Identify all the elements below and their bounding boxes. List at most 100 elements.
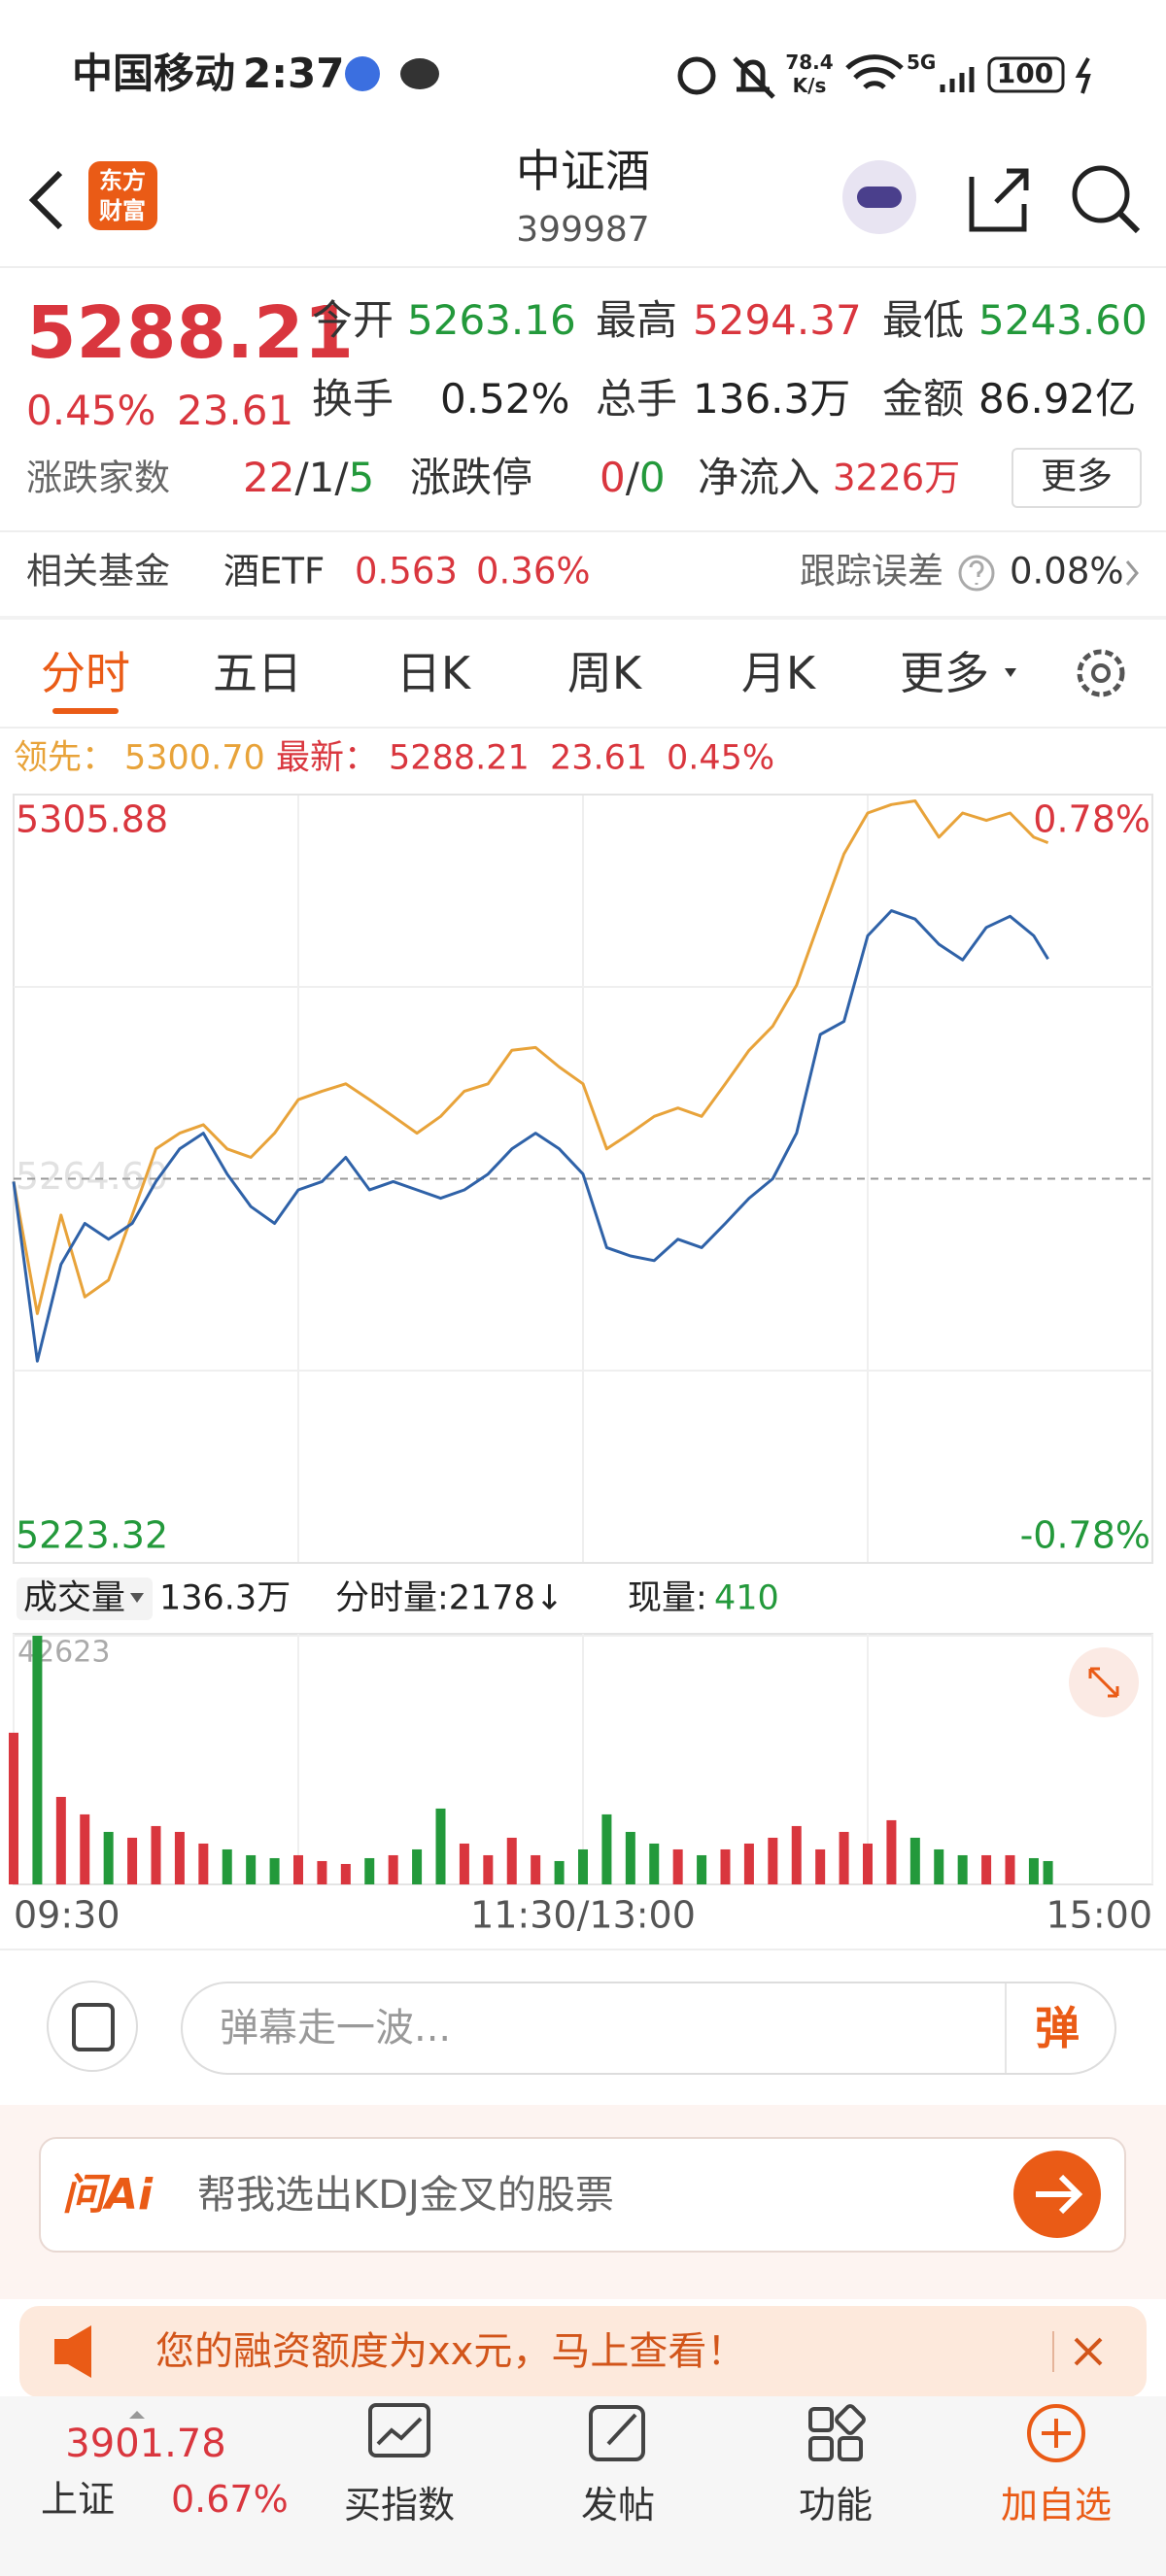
more-button[interactable] — [1012, 448, 1142, 508]
volume-chart-frame — [13, 1633, 1153, 1885]
y2-tick-label: -0.78% — [1020, 1514, 1150, 1557]
current-volume-label: 现量: — [628, 1578, 707, 1618]
chat-icon — [400, 58, 439, 89]
index-value[interactable]: 3901.78 — [65, 2422, 226, 2466]
volume-bar — [317, 1860, 327, 1884]
divider — [0, 530, 1166, 532]
separator: / — [294, 454, 309, 501]
stat-label: 最高 — [596, 296, 678, 344]
tab[interactable]: 五日 — [213, 647, 302, 699]
y-tick-label: 5305.88 — [16, 798, 168, 841]
volume-bar — [506, 1837, 517, 1884]
bottom-nav — [0, 2396, 1166, 2576]
network-type: 5G — [907, 51, 937, 74]
back-button[interactable] — [28, 170, 63, 230]
more-button-label: 更多 — [1041, 455, 1113, 497]
signal-icon — [940, 67, 975, 92]
ai-send[interactable] — [1013, 2151, 1101, 2238]
volume-bar — [80, 1813, 90, 1884]
battery-level: 100 — [996, 57, 1054, 89]
mute-icon — [733, 56, 775, 99]
volume-bar — [483, 1854, 494, 1884]
carrier: 中国移动 — [72, 50, 236, 97]
change: 23.61 — [177, 387, 294, 434]
comment-icon[interactable] — [47, 1981, 138, 2072]
volume-bar — [293, 1854, 303, 1884]
volume-bar — [531, 1854, 541, 1884]
share-button[interactable] — [969, 168, 1029, 232]
robot-avatar[interactable] — [842, 160, 916, 234]
volume-total: 136.3万 — [159, 1578, 292, 1618]
status-icons — [345, 54, 1091, 99]
dropdown-arrow — [1005, 668, 1016, 677]
divider — [0, 727, 1166, 729]
x-tick-label: 09:30 — [14, 1894, 120, 1937]
stat-label: 换手 — [312, 375, 394, 423]
volume-bar — [957, 1854, 968, 1884]
nav-item[interactable]: 功能 — [798, 2484, 874, 2526]
index-name: 上证 — [41, 2478, 116, 2521]
y-tick-label: 5264.60 — [16, 1155, 168, 1198]
tab[interactable]: 周K — [566, 647, 642, 699]
danmaku-button[interactable]: 弹 — [1035, 2002, 1080, 2054]
fund-price: 0.563 — [355, 550, 458, 593]
volume-bar — [222, 1848, 232, 1884]
volume-selector[interactable] — [17, 1577, 153, 1620]
index-pct: 0.67% — [171, 2478, 289, 2521]
net-speed-unit: K/s — [792, 74, 827, 97]
nav-item[interactable]: 加自选 — [1000, 2484, 1113, 2526]
volume-bar — [743, 1843, 754, 1884]
price-line — [12, 909, 1049, 1363]
settings-center — [1091, 663, 1111, 683]
tab[interactable]: 日K — [395, 647, 471, 699]
tab[interactable]: 月K — [740, 647, 816, 699]
finance-banner[interactable] — [19, 2306, 1147, 2397]
expand-button[interactable] — [1069, 1647, 1139, 1717]
volume-bar — [601, 1813, 612, 1884]
fund-name[interactable]: 酒ETF — [223, 550, 326, 593]
divider — [0, 1949, 1166, 1950]
stat-value: 0.52% — [440, 375, 570, 423]
nav-item[interactable]: 发帖 — [580, 2484, 656, 2526]
volume-bar — [435, 1808, 446, 1884]
volume-bar — [269, 1857, 280, 1884]
wifi-icon — [845, 54, 904, 89]
volume-bar — [127, 1837, 138, 1884]
volume-bar — [909, 1837, 920, 1884]
fund-label: 相关基金 — [26, 550, 170, 593]
comment-input[interactable] — [181, 1982, 1116, 2075]
nav-item[interactable]: 买指数 — [343, 2484, 456, 2526]
limit: 0/0 — [600, 458, 666, 498]
divider — [1052, 2331, 1054, 2372]
tab[interactable]: 更多 — [900, 647, 989, 699]
volume-bar — [198, 1843, 209, 1884]
limit-up: 0 — [600, 454, 626, 501]
search-button[interactable] — [1072, 165, 1130, 223]
change-pct: 0.45% — [26, 387, 156, 434]
volume-bar — [1028, 1857, 1039, 1884]
volume-bar — [246, 1854, 257, 1884]
lead-label: 领先： — [14, 738, 117, 778]
x-tick-label: 15:00 — [1046, 1894, 1152, 1937]
help-icon[interactable] — [958, 555, 995, 592]
volume-bar — [1005, 1854, 1015, 1884]
separator: / — [334, 454, 349, 501]
volume-bar — [649, 1843, 660, 1884]
volume-bar — [720, 1848, 731, 1884]
volume-bar — [934, 1848, 944, 1884]
volume-bar — [9, 1732, 18, 1884]
ai-brand: 问Ai — [62, 2170, 154, 2220]
stat-label: 金额 — [882, 375, 965, 423]
app-logo[interactable] — [88, 161, 157, 230]
stock-name: 中证酒 — [516, 145, 650, 197]
ai-box[interactable] — [39, 2137, 1126, 2253]
inflow-label: 净流入 — [698, 454, 821, 501]
latest-label: 最新： — [276, 738, 379, 778]
tab-active[interactable]: 分时 — [41, 647, 130, 699]
divider — [1005, 1983, 1007, 2073]
current-volume: 410 — [714, 1578, 779, 1618]
volume-bar — [578, 1848, 588, 1884]
stat-value: 5263.16 — [407, 296, 576, 344]
settings-button[interactable] — [1077, 649, 1125, 697]
